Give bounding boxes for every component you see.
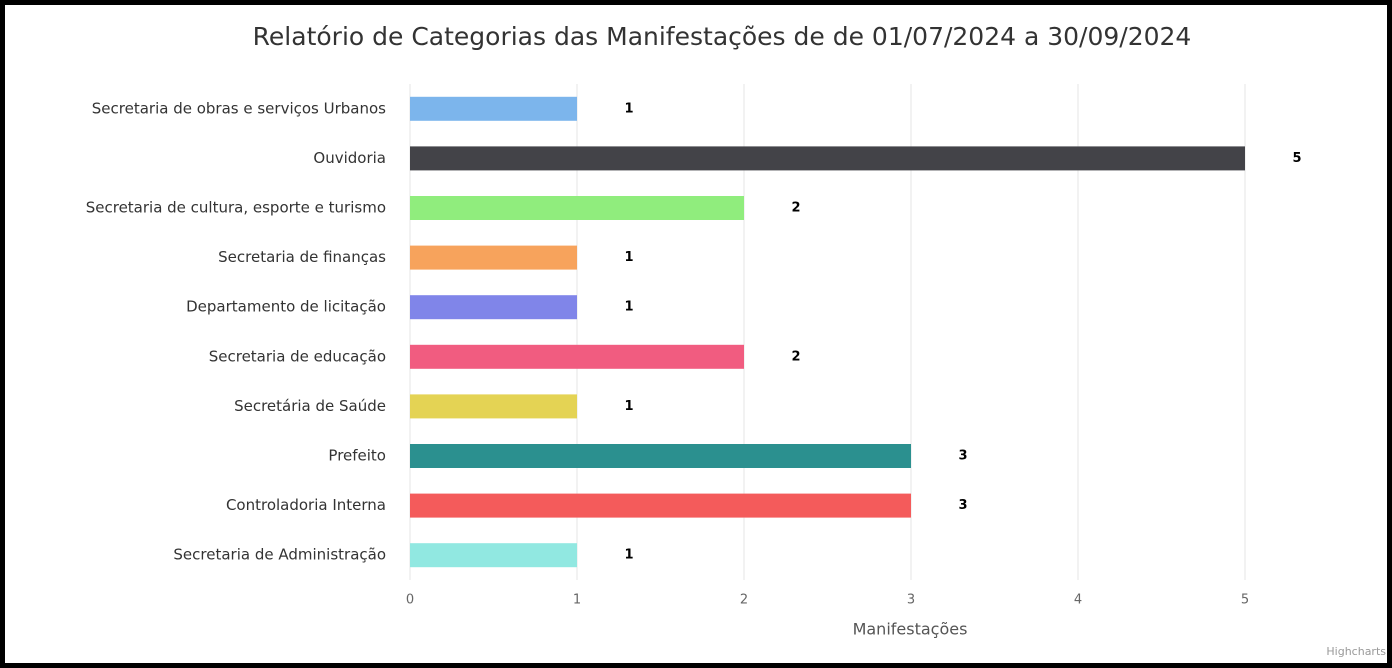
bar	[410, 96, 577, 121]
bar	[410, 444, 911, 468]
data-label: 5	[1292, 151, 1301, 166]
data-label: 1	[624, 399, 633, 414]
x-tick-label: 4	[1074, 593, 1082, 608]
data-label: 2	[791, 349, 800, 364]
y-tick-label: Controladoria Interna	[226, 496, 386, 514]
y-tick-label: Secretaria de Administração	[173, 546, 386, 564]
data-label: 1	[624, 250, 633, 265]
bar	[410, 196, 744, 220]
credits: Highcharts	[1326, 645, 1386, 658]
x-tick-label: 1	[573, 593, 581, 608]
bar	[410, 543, 577, 568]
y-tick-label: Departamento de licitação	[186, 298, 386, 316]
x-tick-label: 2	[740, 593, 748, 608]
bar	[410, 245, 577, 270]
data-label: 1	[624, 300, 633, 315]
data-label: 1	[624, 101, 633, 116]
data-label: 2	[791, 201, 800, 216]
x-tick-label: 5	[1241, 593, 1249, 608]
y-tick-label: Secretaria de finanças	[218, 248, 386, 266]
bar	[410, 493, 911, 518]
bar	[410, 146, 1245, 171]
chart-title: Relatório de Categorias das Manifestaçõe…	[253, 22, 1192, 51]
y-tick-label: Secretária de Saúde	[234, 397, 386, 415]
x-tick-label: 3	[907, 593, 915, 608]
y-tick-label: Secretaria de educação	[209, 347, 386, 365]
data-label: 3	[958, 449, 967, 464]
bar	[410, 295, 577, 320]
y-tick-label: Ouvidoria	[313, 149, 386, 167]
x-axis-title: Manifestações	[853, 620, 968, 639]
x-tick-label: 0	[406, 593, 414, 608]
data-label: 1	[624, 548, 633, 563]
y-tick-label: Prefeito	[328, 447, 386, 465]
y-tick-label: Secretaria de obras e serviços Urbanos	[92, 99, 386, 117]
y-tick-label: Secretaria de cultura, esporte e turismo	[86, 199, 386, 217]
bar	[410, 394, 577, 419]
bar	[410, 344, 744, 369]
data-label: 3	[958, 498, 967, 513]
